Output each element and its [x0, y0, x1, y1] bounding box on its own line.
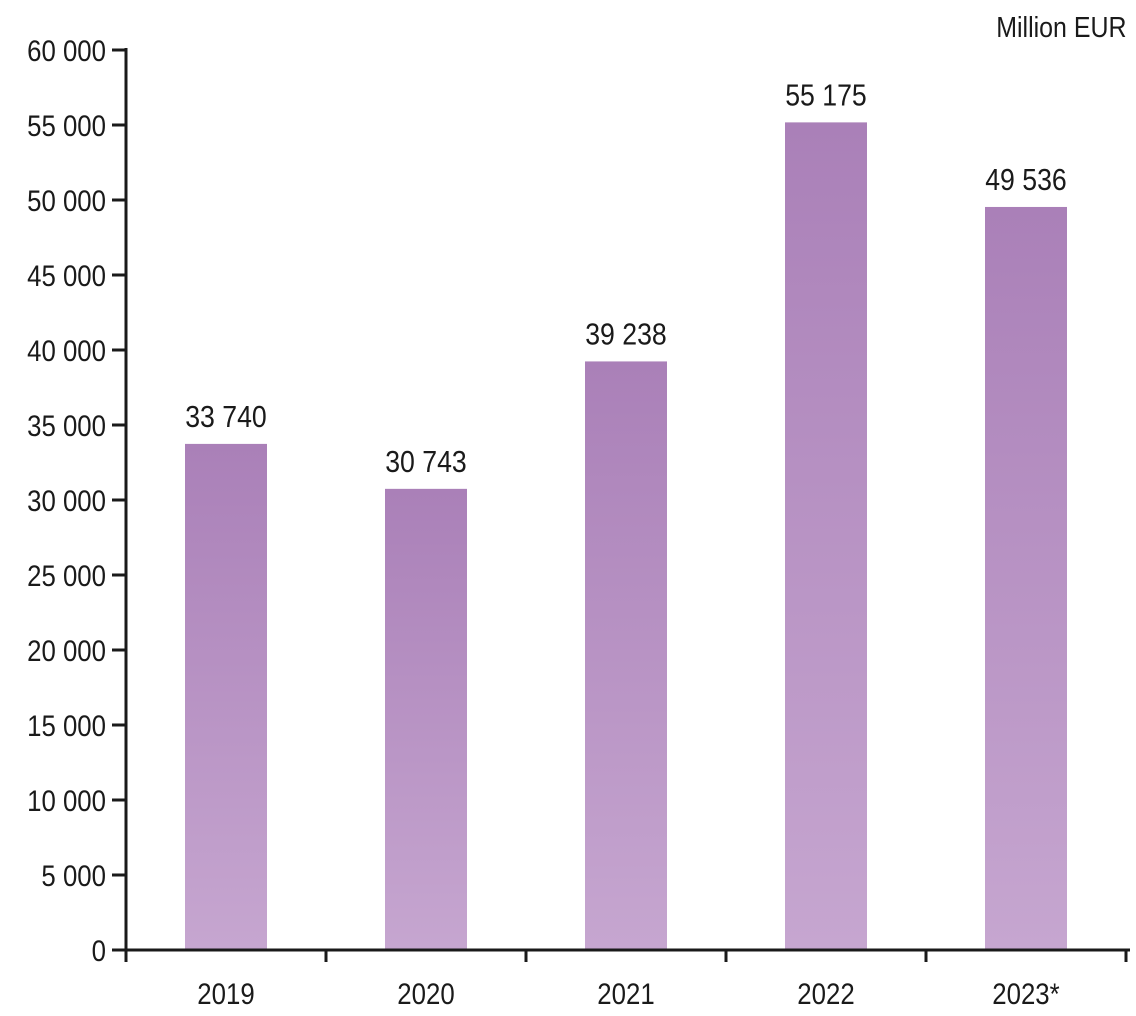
bar-value-label: 33 740: [185, 400, 267, 434]
y-tick-label: 55 000: [27, 109, 106, 142]
x-tick-label: 2019: [197, 977, 254, 1010]
y-tick-label: 20 000: [27, 634, 106, 667]
y-tick-label: 0: [92, 934, 106, 967]
x-axis: 2019 2020 2021 2022 2023*: [124, 948, 1130, 1010]
bar-2021: [585, 361, 667, 950]
y-tick-label: 10 000: [27, 784, 106, 817]
y-tick-label: 60 000: [27, 34, 106, 67]
bar-value-label: 30 743: [385, 445, 467, 479]
x-tick-label: 2022: [797, 977, 854, 1010]
bar-2023*: [985, 206, 1067, 950]
y-tick-label: 35 000: [27, 409, 106, 442]
bar-value-label: 55 175: [785, 79, 867, 113]
y-tick-label: 25 000: [27, 559, 106, 592]
bar-2020: [385, 488, 467, 950]
x-tick-label: 2020: [397, 977, 454, 1010]
y-tick-label: 30 000: [27, 484, 106, 517]
y-tick-label: 45 000: [27, 259, 106, 292]
x-tick-label: 2021: [597, 977, 654, 1010]
x-tick-label: 2023*: [992, 977, 1060, 1010]
bar-value-label: 49 536: [985, 163, 1067, 197]
bar-2022: [785, 122, 867, 950]
y-tick-label: 50 000: [27, 184, 106, 217]
y-tick-label: 5 000: [41, 859, 106, 892]
bar-value-label: 39 238: [585, 318, 667, 352]
unit-label: Million EUR: [995, 12, 1126, 44]
bars: 33 740 30 743 39 238 55 175 49 536: [185, 79, 1067, 950]
bar-2019: [185, 443, 267, 950]
y-tick-label: 40 000: [27, 334, 106, 367]
y-axis: 0 5 000 10 000 15 000 20 000 25 000 30 000 35 0…: [27, 34, 128, 967]
y-tick-label: 15 000: [27, 709, 106, 742]
